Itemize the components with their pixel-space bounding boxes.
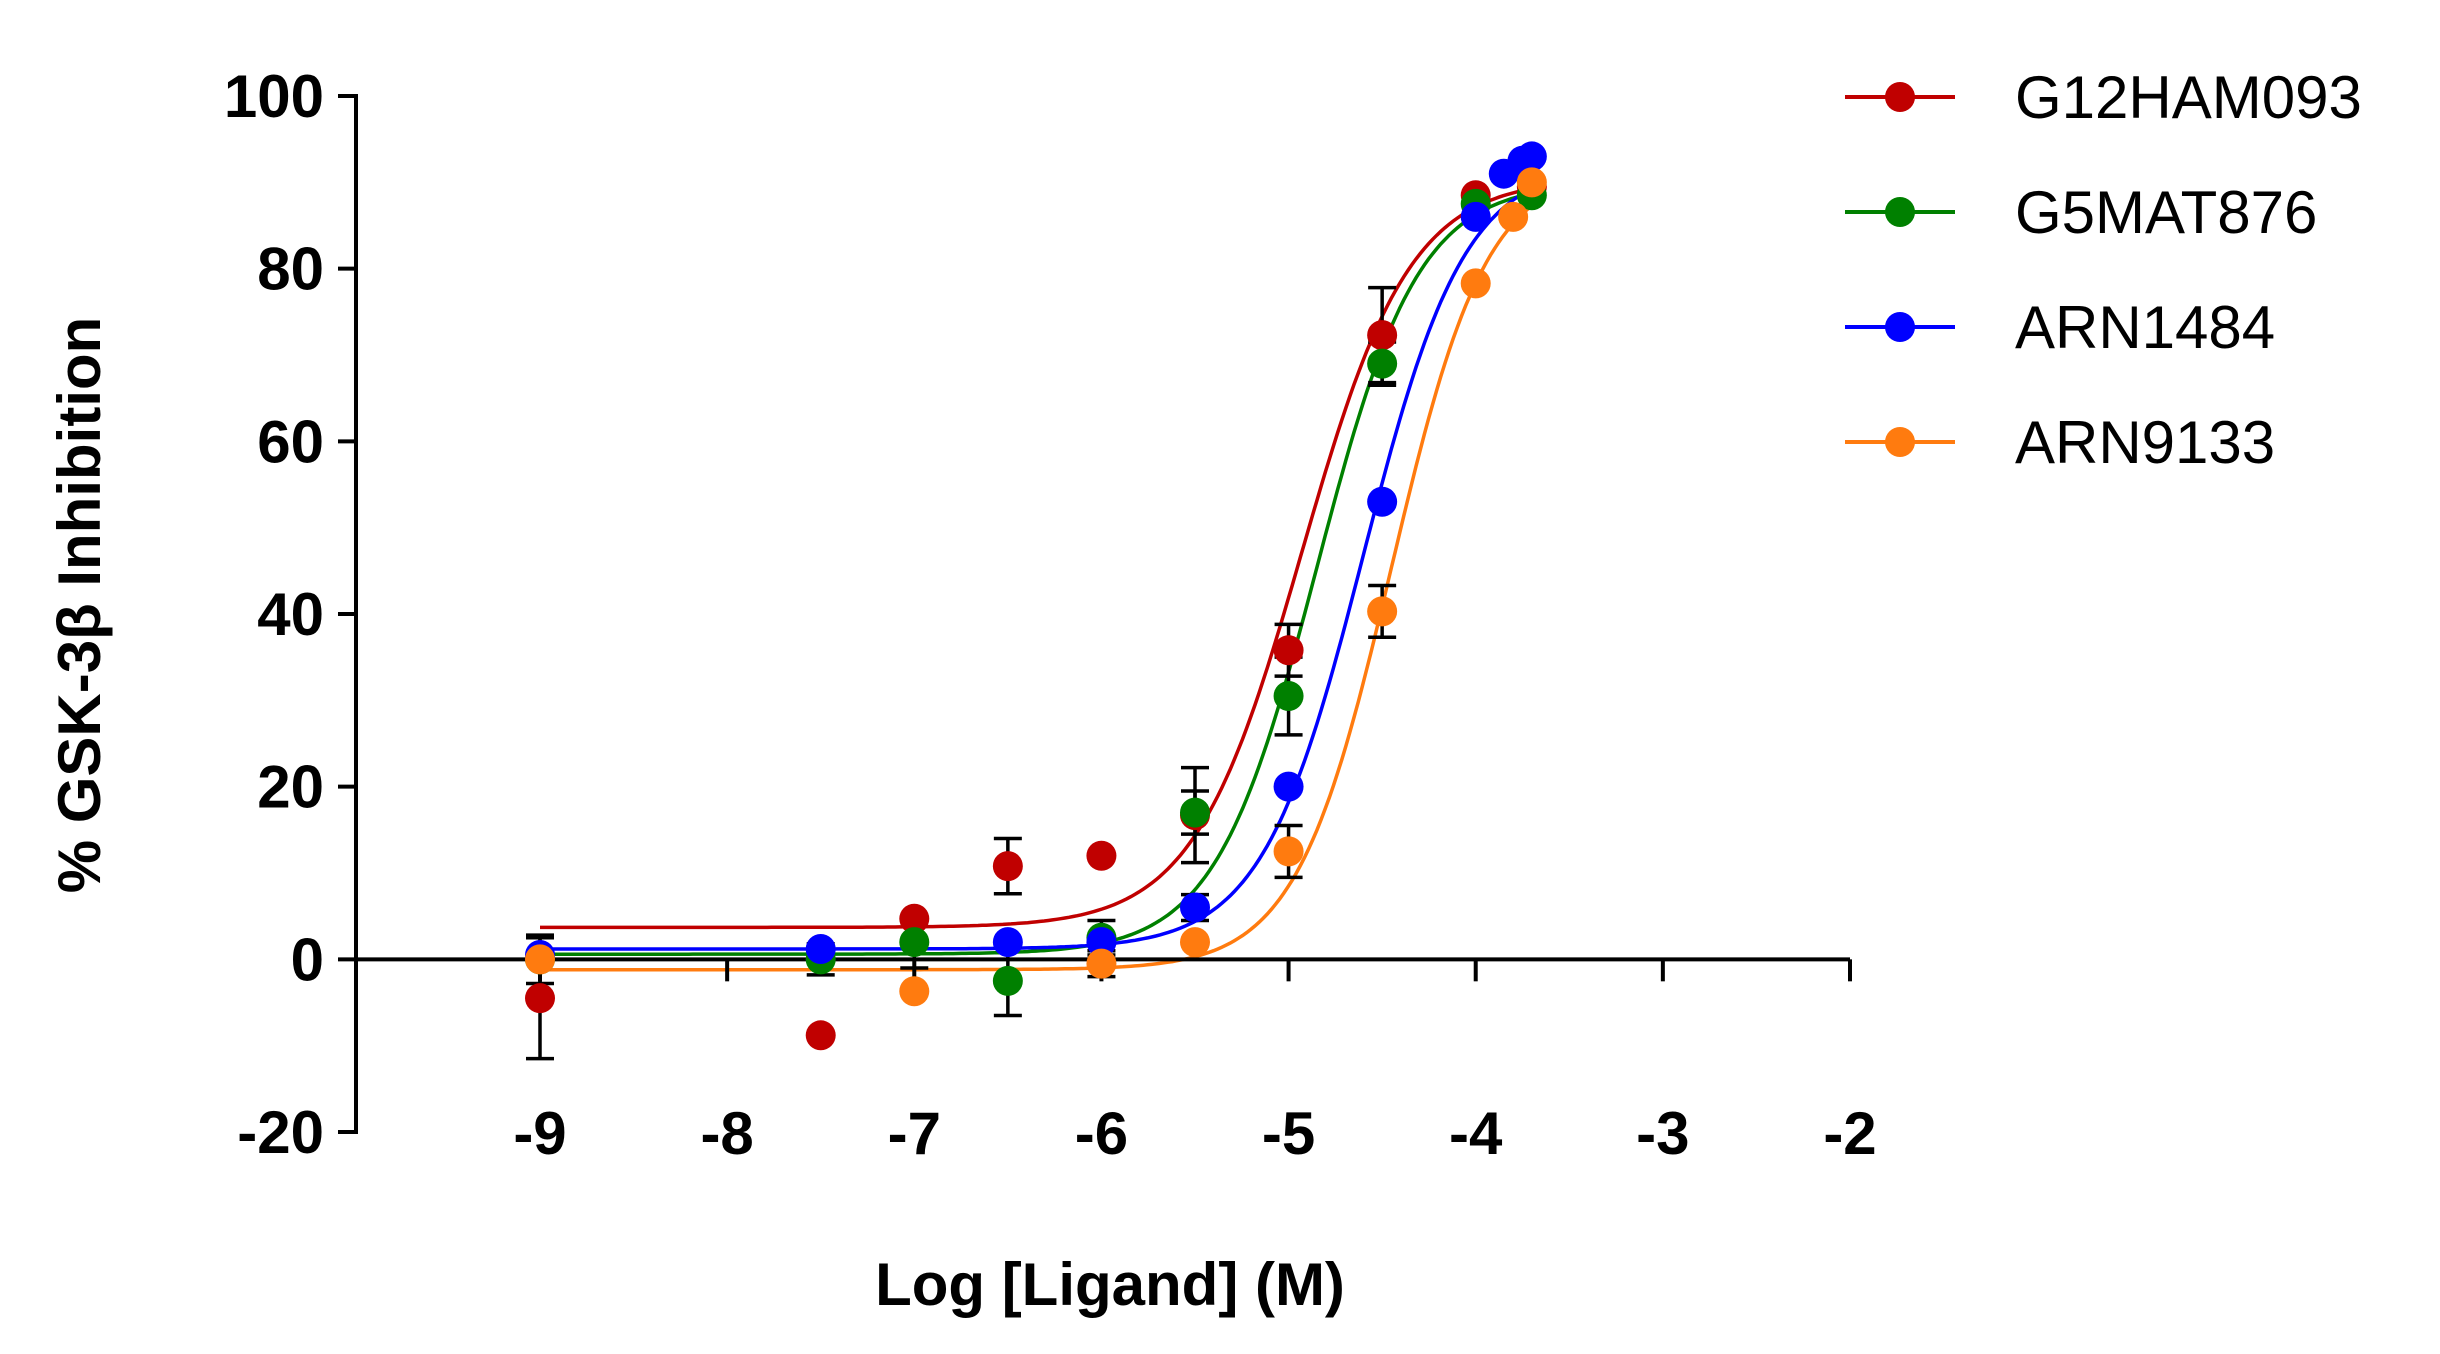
data-point-g5mat876 [1273,681,1304,712]
data-point-g12ham093 [992,851,1023,882]
data-point-g5mat876 [1367,348,1398,379]
data-point-arn1484 [1180,892,1210,923]
data-point-arn1484 [992,927,1023,958]
data-point-g12ham093 [1086,840,1117,871]
data-point-arn1484 [1086,927,1117,958]
data-point-arn9133 [1180,927,1210,958]
y-tick-label: 0 [291,926,324,993]
data-point-arn9133 [1367,596,1398,627]
data-point-g12ham093 [1367,320,1398,351]
data-point-g5mat876 [1180,797,1210,828]
x-tick-label: -2 [1823,1100,1876,1167]
data-points [525,141,1547,1051]
data-point-arn9133 [1273,836,1304,867]
fit-curve-g12ham093 [540,186,1533,930]
data-point-arn1484 [805,933,836,964]
fit-curve-arn1484 [540,186,1533,951]
x-tick-label: -6 [1075,1100,1128,1167]
y-tick-label: 80 [257,236,324,303]
x-tick-label: -7 [888,1100,941,1167]
data-point-arn9133 [1498,201,1529,232]
data-point-arn1484 [1273,771,1304,802]
data-point-arn9133 [525,944,555,975]
fit-curves [540,186,1534,972]
y-tick-label: 100 [224,63,324,130]
data-point-g5mat876 [899,927,930,958]
data-point-g12ham093 [805,1020,836,1051]
legend-marker [1885,312,1915,342]
data-point-g12ham093 [1273,635,1304,666]
data-point-g12ham093 [525,983,555,1014]
y-tick-label: 60 [257,408,324,475]
data-point-g5mat876 [992,965,1023,996]
fit-curve-arn9133 [540,204,1534,972]
axes: -20 0 20 40 60 80 100 -9 -8 -7 -6 -5 -4 -3 -2 [224,63,1877,1167]
data-point-arn9133 [1086,948,1117,979]
x-tick-label: -9 [513,1100,566,1167]
legend-marker [1885,427,1915,457]
data-point-arn1484 [1367,486,1398,517]
legend: G12HAM093 G5MAT876 ARN1484 ARN9133 [1845,64,2362,476]
x-tick-label: -8 [700,1100,753,1167]
x-tick-label: -4 [1449,1100,1503,1167]
legend-label-g5mat876: G5MAT876 [2015,179,2317,246]
legend-marker [1885,82,1915,112]
data-point-arn9133 [899,976,930,1007]
fit-curve-g5mat876 [540,191,1533,956]
legend-label-g12ham093: G12HAM093 [2015,64,2362,131]
x-tick-label: -5 [1262,1100,1315,1167]
data-point-g12ham093 [899,903,930,934]
x-tick-label: -3 [1636,1100,1689,1167]
y-axis-title: % GSK-3β Inhibition [46,317,113,894]
legend-label-arn1484: ARN1484 [2015,294,2275,361]
y-tick-label: 40 [257,581,324,648]
x-axis-title: Log [Ligand] (M) [875,1251,1345,1318]
data-point-arn9133 [1516,167,1547,198]
data-point-arn1484 [1516,141,1547,172]
data-point-arn9133 [1460,268,1491,299]
y-tick-label: 20 [257,754,324,821]
legend-label-arn9133: ARN9133 [2015,409,2275,476]
y-tick-label: -20 [237,1099,324,1166]
data-point-arn1484 [1460,201,1491,232]
legend-marker [1885,197,1915,227]
